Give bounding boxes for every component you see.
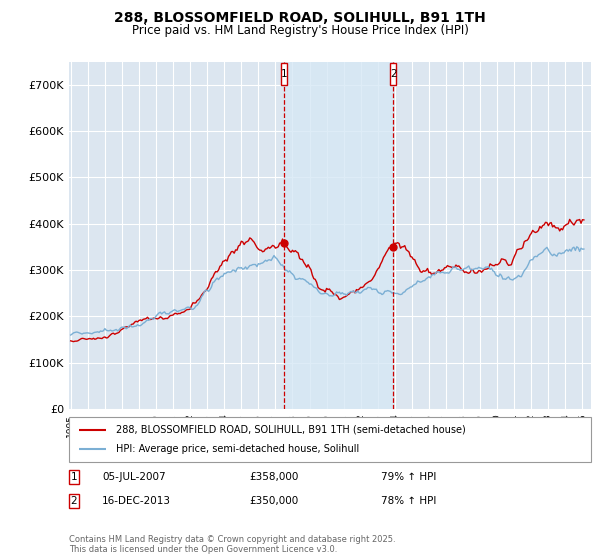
Text: 2: 2: [390, 69, 397, 78]
Text: 05-JUL-2007: 05-JUL-2007: [102, 472, 166, 482]
Text: Price paid vs. HM Land Registry's House Price Index (HPI): Price paid vs. HM Land Registry's House …: [131, 24, 469, 36]
Bar: [281, 63, 287, 85]
Text: 288, BLOSSOMFIELD ROAD, SOLIHULL, B91 1TH (semi-detached house): 288, BLOSSOMFIELD ROAD, SOLIHULL, B91 1T…: [116, 424, 466, 435]
Text: 2: 2: [70, 496, 77, 506]
Text: 79% ↑ HPI: 79% ↑ HPI: [381, 472, 436, 482]
Text: 1: 1: [281, 69, 287, 78]
Bar: [284, 62, 394, 409]
Text: 16-DEC-2013: 16-DEC-2013: [102, 496, 171, 506]
Text: Contains HM Land Registry data © Crown copyright and database right 2025.
This d: Contains HM Land Registry data © Crown c…: [69, 535, 395, 554]
Text: £350,000: £350,000: [249, 496, 298, 506]
Text: £358,000: £358,000: [249, 472, 298, 482]
Text: 78% ↑ HPI: 78% ↑ HPI: [381, 496, 436, 506]
Bar: [391, 63, 397, 85]
Text: HPI: Average price, semi-detached house, Solihull: HPI: Average price, semi-detached house,…: [116, 445, 359, 455]
Text: 288, BLOSSOMFIELD ROAD, SOLIHULL, B91 1TH: 288, BLOSSOMFIELD ROAD, SOLIHULL, B91 1T…: [114, 11, 486, 25]
Text: 1: 1: [70, 472, 77, 482]
